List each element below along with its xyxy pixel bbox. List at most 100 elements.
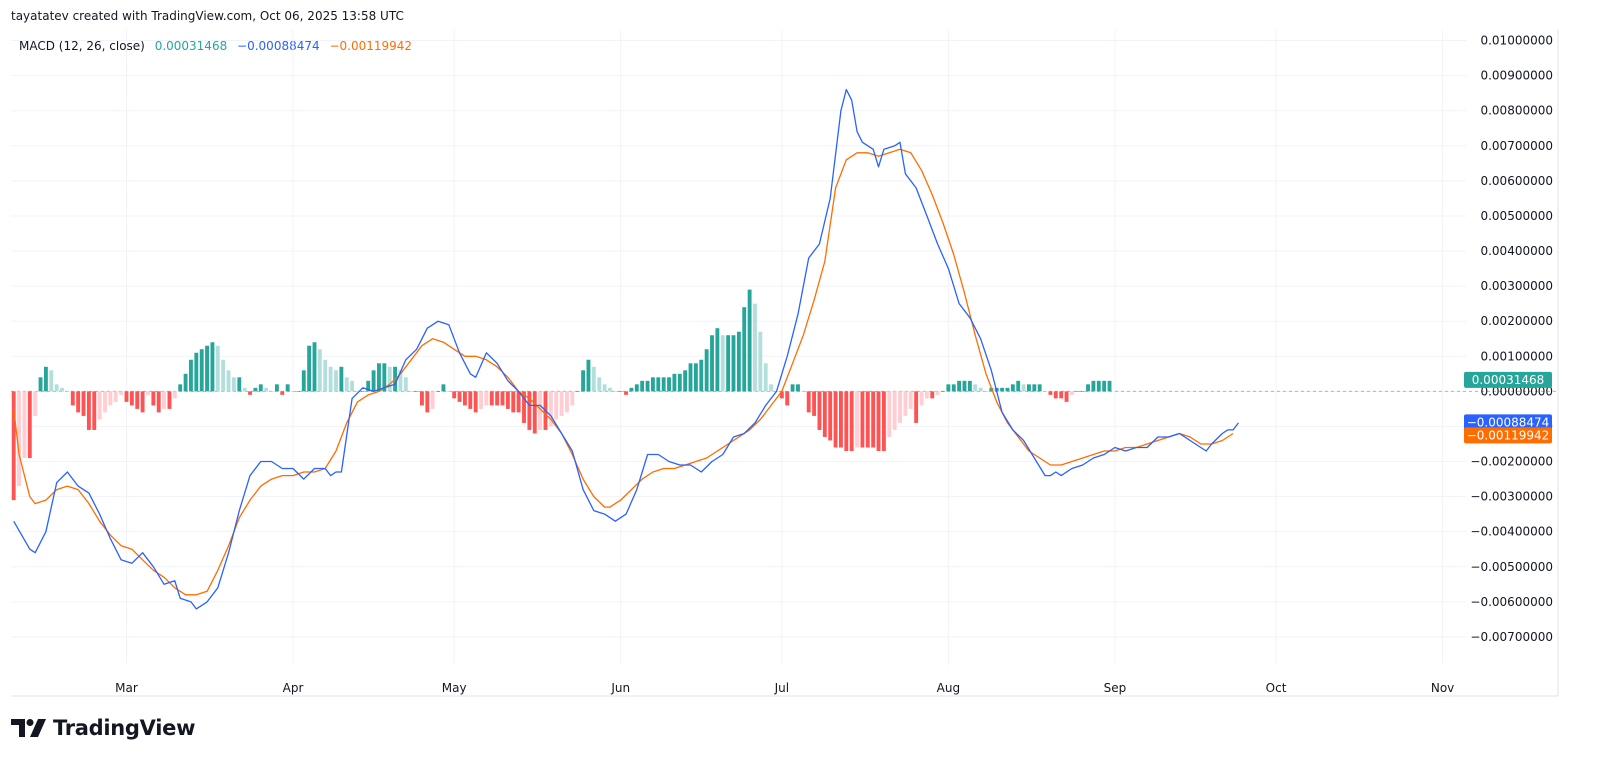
histogram-bar [205, 345, 210, 392]
histogram-bar [334, 370, 338, 392]
histogram-bar [355, 391, 360, 392]
histogram-bar [60, 387, 64, 392]
histogram-bar [1005, 387, 1010, 392]
histogram-bar [978, 387, 983, 392]
y-tick-label: 0.00500000 [1480, 209, 1553, 223]
histogram-bar [371, 370, 376, 392]
histogram-bar [409, 391, 414, 392]
histogram-bar [344, 377, 349, 392]
histogram-bar [253, 387, 258, 392]
histogram-bar [70, 391, 75, 406]
tradingview-logo-icon [11, 719, 46, 737]
histogram-bar [586, 359, 591, 392]
y-tick-label: 0.00700000 [1480, 139, 1553, 153]
legend-indicator-label[interactable]: MACD (12, 26, close) [19, 39, 145, 53]
histogram-bar [828, 391, 833, 441]
histogram-bar [484, 391, 489, 406]
histogram-bar [640, 380, 645, 392]
histogram-bar [215, 345, 220, 392]
histogram-bar [887, 391, 892, 437]
histogram-bar [511, 391, 516, 413]
histogram-bar [898, 391, 902, 423]
histogram-bar [806, 391, 811, 413]
histogram-bars [11, 289, 1112, 501]
x-tick-label: Apr [283, 681, 304, 695]
histogram-bar [908, 391, 913, 409]
histogram-bar [876, 391, 881, 451]
histogram-bar [855, 391, 859, 448]
histogram-bar [103, 391, 107, 413]
histogram-bar [731, 335, 736, 392]
histogram-bar [984, 391, 988, 392]
histogram-bar [570, 391, 575, 406]
histogram-bar [189, 359, 193, 392]
histogram-bar [92, 391, 97, 430]
histogram-bar [199, 349, 204, 392]
histogram-bar [17, 391, 21, 487]
time-axis[interactable]: Mar Apr May Jun Jul Aug Sep Oct Nov [115, 681, 1454, 695]
histogram-bar [129, 391, 134, 406]
histogram-bar [38, 377, 43, 392]
histogram-bar [65, 391, 70, 392]
histogram-bar [387, 366, 392, 392]
histogram-bar [1027, 384, 1031, 392]
histogram-bar [1053, 391, 1058, 399]
histogram-bar [613, 391, 618, 392]
histogram-bar [301, 370, 306, 392]
histogram-bar [269, 391, 274, 392]
y-tick-label: −0.00600000 [1470, 595, 1553, 609]
price-axis[interactable]: 0.01000000 0.00900000 0.00800000 0.00700000… [1470, 34, 1553, 644]
histogram-bar [328, 366, 333, 392]
histogram-bar [27, 391, 32, 459]
histogram-bar [973, 384, 978, 392]
histogram-bar [382, 363, 387, 392]
histogram-bar [817, 391, 822, 430]
attribution-text: tayatatev created with TradingView.com, … [11, 9, 404, 23]
histogram-bar [1086, 384, 1090, 392]
histogram-bar [140, 391, 145, 413]
histogram-bar [634, 384, 639, 392]
histogram-bar [1048, 391, 1053, 395]
histogram-bar [366, 380, 371, 392]
histogram-bar [1102, 380, 1107, 392]
histogram-bar [398, 370, 403, 392]
histogram-bar [790, 384, 795, 392]
histogram-bar [591, 366, 596, 392]
histogram-bar [22, 391, 27, 459]
macd-line [13, 88, 1239, 610]
histogram-bar [280, 391, 285, 395]
histogram-bar [430, 391, 435, 409]
histogram-bar [1091, 380, 1096, 392]
histogram-bar [930, 391, 935, 399]
histogram-bar [677, 373, 682, 392]
histogram-bar [957, 380, 962, 392]
histogram-bar [1043, 391, 1047, 392]
histogram-bar [839, 391, 843, 448]
histogram-bar [683, 370, 688, 392]
histogram-bar [33, 391, 38, 416]
histogram-bar [871, 391, 876, 448]
histogram-bar [860, 391, 865, 448]
signal-value-badge: −0.00119942 [1467, 428, 1550, 442]
histogram-bar [43, 366, 48, 392]
histogram-bar [76, 391, 81, 413]
histogram-bar [403, 377, 408, 392]
signal-line [13, 148, 1234, 596]
histogram-bar [747, 289, 752, 392]
histogram-bar [844, 391, 849, 451]
histogram-bar [350, 380, 355, 392]
histogram-bar [693, 363, 698, 392]
y-tick-label: 0.00100000 [1480, 349, 1553, 363]
histogram-bar [113, 391, 118, 402]
histogram-bar [264, 387, 269, 392]
histogram-bar [699, 359, 704, 392]
tradingview-brand[interactable]: TradingView [11, 716, 195, 740]
histogram-bar [414, 391, 419, 392]
histogram-bar [1059, 391, 1064, 399]
histogram-bar [377, 363, 381, 392]
histogram-bar [763, 363, 768, 392]
y-tick-label: 0.00200000 [1480, 314, 1553, 328]
y-tick-label: 0.01000000 [1480, 34, 1553, 48]
y-tick-label: 0.00600000 [1480, 174, 1553, 188]
